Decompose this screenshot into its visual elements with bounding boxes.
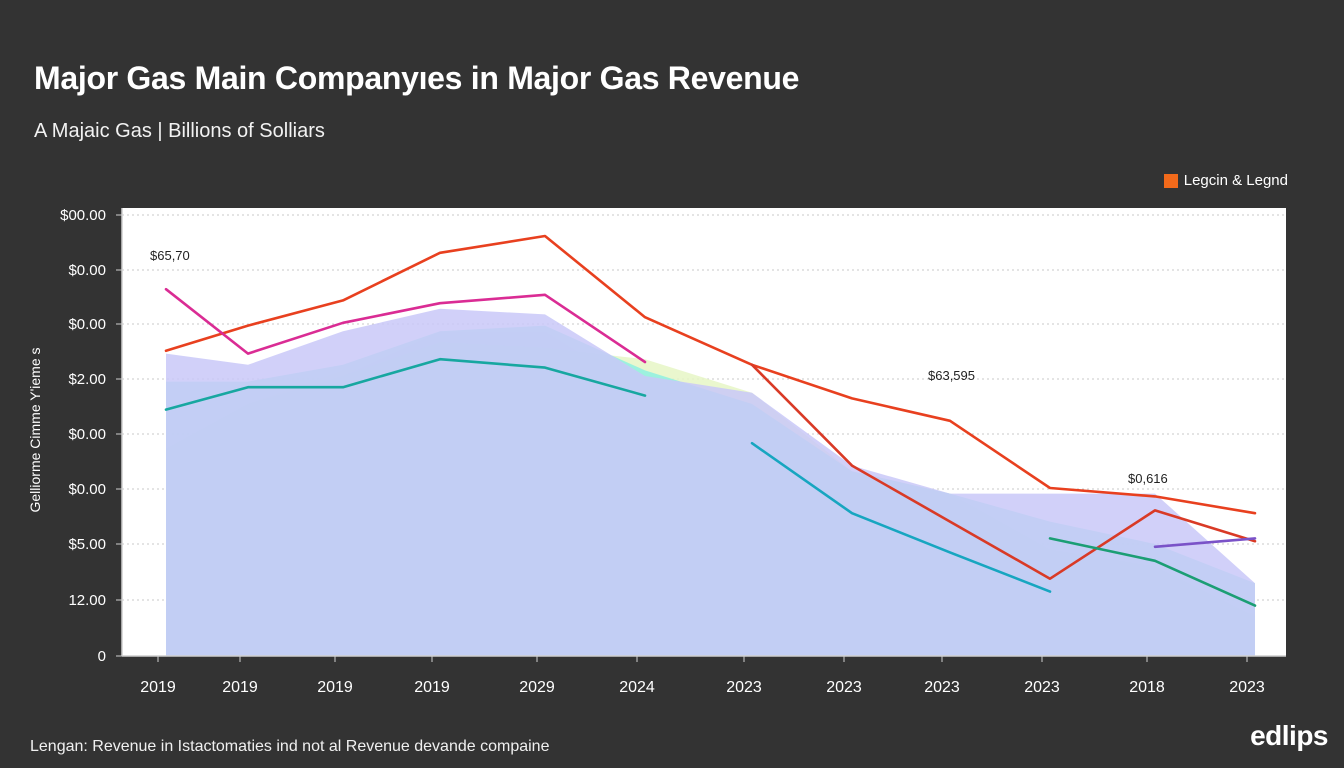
y-tick-label-7: 12.00 — [68, 592, 106, 609]
footnote: Lengan: Revenue in Istactomaties ind not… — [30, 738, 550, 755]
legend: Legcin & Legnd — [1163, 172, 1288, 189]
chart-title: Major Gas Main Companyıes in Major Gas R… — [34, 60, 800, 96]
edlips-logo: edlips — [1250, 720, 1328, 751]
x-tick-label-6: 2023 — [726, 679, 762, 696]
y-tick-label-6: $5.00 — [68, 536, 106, 553]
y-tick-label-4: $0.00 — [68, 426, 106, 443]
area-periwinkle — [166, 308, 1255, 656]
y-tick-label-3: $2.00 — [68, 371, 106, 388]
x-tick-label-0: 2019 — [140, 679, 176, 696]
series-line-orange-red — [164, 234, 1257, 515]
y-axis-title: Gelliorme Cimme Y'ieme s — [27, 347, 43, 512]
y-tick-label-5: $0.00 — [68, 481, 106, 498]
x-tick-label-7: 2023 — [826, 679, 862, 696]
x-tick-label-8: 2023 — [924, 679, 960, 696]
x-tick-label-2: 2019 — [317, 679, 353, 696]
annotation-0: $65,70 — [150, 248, 190, 263]
y-tick-label-0: $00.00 — [60, 207, 106, 224]
legend-label: Legcin & Legnd — [1183, 172, 1288, 189]
x-tick-label-10: 2018 — [1129, 679, 1165, 696]
y-tick-label-2: $0.00 — [68, 316, 106, 333]
series-line-magenta — [164, 287, 647, 364]
series-line-purple — [1153, 537, 1257, 549]
x-tick-label-9: 2023 — [1024, 679, 1060, 696]
x-tick-label-1: 2019 — [222, 679, 258, 696]
series-line-red — [750, 363, 1257, 580]
x-tick-label-5: 2024 — [619, 679, 655, 696]
y-tick-label-8: 0 — [98, 648, 106, 665]
y-tick-label-1: $0.00 — [68, 262, 106, 279]
series-line-cyan — [750, 441, 1052, 593]
x-tick-label-3: 2019 — [414, 679, 450, 696]
annotation-1: $63,595 — [928, 368, 975, 383]
annotation-2: $0,616 — [1128, 471, 1168, 486]
series-line-teal — [164, 357, 647, 411]
legend-swatch — [1163, 173, 1178, 188]
x-tick-label-11: 2023 — [1229, 679, 1265, 696]
chart-subtitle: A Majaic Gas | Billions of Solliars — [34, 120, 325, 142]
x-tick-label-4: 2029 — [519, 679, 555, 696]
series-line-green — [1048, 537, 1257, 607]
